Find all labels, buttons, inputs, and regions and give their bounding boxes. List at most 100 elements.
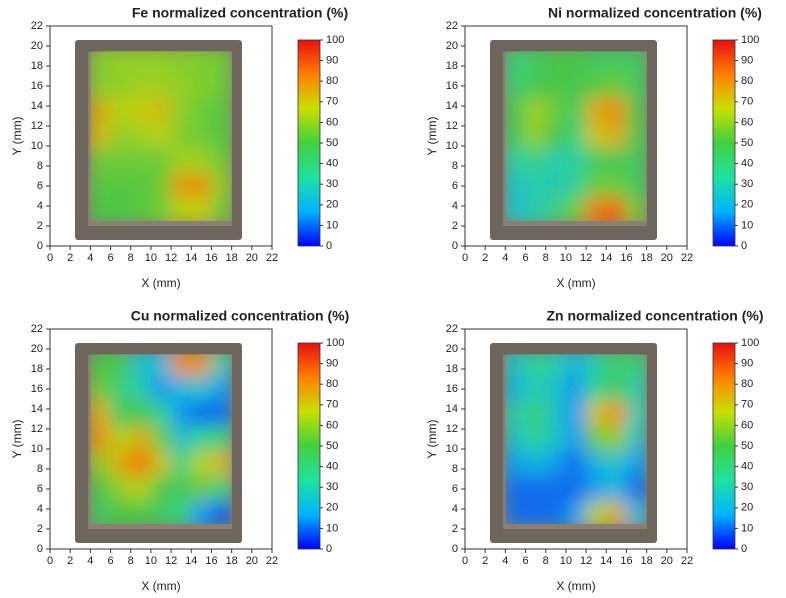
heat-cell [525, 98, 547, 124]
heat-cell [190, 426, 212, 452]
heat-cell [190, 376, 212, 402]
heat-cell [190, 354, 212, 377]
heat-cell [625, 426, 647, 452]
colorbar-tick-label: 60 [741, 116, 753, 128]
heat-cell [90, 73, 112, 99]
colorbar-tick-label: 100 [741, 34, 759, 46]
heat-cell [585, 98, 607, 124]
y-axis-label: Y (mm) [10, 116, 24, 155]
colorbar-tick-label: 70 [326, 399, 338, 411]
heat-cell [150, 376, 172, 402]
heat-cell [545, 401, 567, 427]
x-tick-label: 22 [266, 252, 278, 264]
heat-cell [545, 354, 567, 377]
chart-title: Zn normalized concentration (%) [546, 308, 763, 324]
heat-cell [90, 198, 112, 221]
heat-cell [585, 173, 607, 199]
chart-title: Fe normalized concentration (%) [132, 5, 348, 21]
heat-cell [90, 401, 112, 427]
heat-cell [90, 173, 112, 199]
heat-layer [505, 51, 647, 221]
x-tick-label: 8 [543, 555, 549, 567]
heat-cell [565, 501, 587, 524]
colorbar-tick-label: 10 [326, 219, 338, 231]
colorbar-tick-label: 50 [326, 440, 338, 452]
x-tick-label: 4 [502, 252, 508, 264]
x-tick-label: 22 [266, 555, 278, 567]
heat-cell [585, 148, 607, 174]
heat-cell [110, 426, 132, 452]
heat-cell [210, 98, 232, 124]
heat-cell [210, 401, 232, 427]
x-tick-label: 18 [226, 555, 238, 567]
heat-cell [565, 123, 587, 149]
colorbar-tick-label: 20 [326, 199, 338, 211]
y-tick-label: 14 [446, 100, 458, 112]
y-tick-label: 20 [31, 40, 43, 52]
heat-cell [130, 173, 152, 199]
x-tick-label: 16 [205, 252, 217, 264]
heat-region [90, 51, 232, 221]
heat-cell [90, 426, 112, 452]
y-tick-label: 20 [31, 343, 43, 355]
y-tick-label: 8 [37, 463, 43, 475]
x-tick-label: 20 [661, 252, 673, 264]
heat-cell [505, 426, 527, 452]
heat-cell [585, 73, 607, 99]
heat-cell [190, 51, 212, 74]
heat-cell [130, 376, 152, 402]
colorbar-tick-label: 100 [741, 337, 759, 349]
panel: Ni normalized concentration (%) 0 2 4 6 8 10 12… [425, 5, 762, 290]
y-tick-label: 16 [31, 80, 43, 92]
heat-cell [170, 173, 192, 199]
heat-cell [505, 173, 527, 199]
heat-cell [585, 376, 607, 402]
heat-cell [190, 451, 212, 477]
x-tick-label: 16 [205, 555, 217, 567]
heat-cell [505, 51, 527, 74]
heat-cell [210, 426, 232, 452]
x-tick-label: 10 [145, 252, 157, 264]
heat-cell [150, 426, 172, 452]
heat-cell [210, 148, 232, 174]
colorbar-tick-label: 90 [741, 358, 753, 370]
heat-cell [525, 476, 547, 502]
x-tick-label: 10 [145, 555, 157, 567]
y-tick-label: 12 [31, 120, 43, 132]
colorbar-tick-label: 0 [326, 543, 332, 555]
heat-cell [525, 173, 547, 199]
colorbar-tick-label: 70 [326, 96, 338, 108]
heat-cell [210, 354, 232, 377]
x-tick-label: 14 [600, 252, 612, 264]
heat-cell [190, 501, 212, 524]
heat-cell [170, 401, 192, 427]
heat-cell [625, 148, 647, 174]
heat-cell [545, 73, 567, 99]
x-tick-label: 12 [580, 252, 592, 264]
y-tick-label: 20 [446, 343, 458, 355]
heat-cell [565, 51, 587, 74]
heat-cell [130, 73, 152, 99]
heat-cell [130, 501, 152, 524]
y-tick-label: 10 [31, 140, 43, 152]
heat-cell [565, 98, 587, 124]
colorbar-tick-label: 40 [326, 158, 338, 170]
y-tick-label: 10 [446, 140, 458, 152]
heat-cell [170, 148, 192, 174]
y-tick-label: 4 [452, 503, 458, 515]
heat-cell [585, 501, 607, 524]
heat-cell [545, 451, 567, 477]
colorbar-tick-label: 60 [741, 419, 753, 431]
heat-cell [545, 98, 567, 124]
heat-cell [545, 376, 567, 402]
heat-cell [190, 198, 212, 221]
x-tick-label: 2 [67, 555, 73, 567]
y-tick-label: 22 [446, 20, 458, 32]
heat-cell [545, 123, 567, 149]
heat-cell [110, 148, 132, 174]
heat-layer [90, 354, 232, 524]
colorbar-tick-label: 0 [741, 543, 747, 555]
y-tick-label: 22 [446, 323, 458, 335]
y-tick-label: 14 [31, 100, 43, 112]
colorbar [712, 342, 736, 550]
